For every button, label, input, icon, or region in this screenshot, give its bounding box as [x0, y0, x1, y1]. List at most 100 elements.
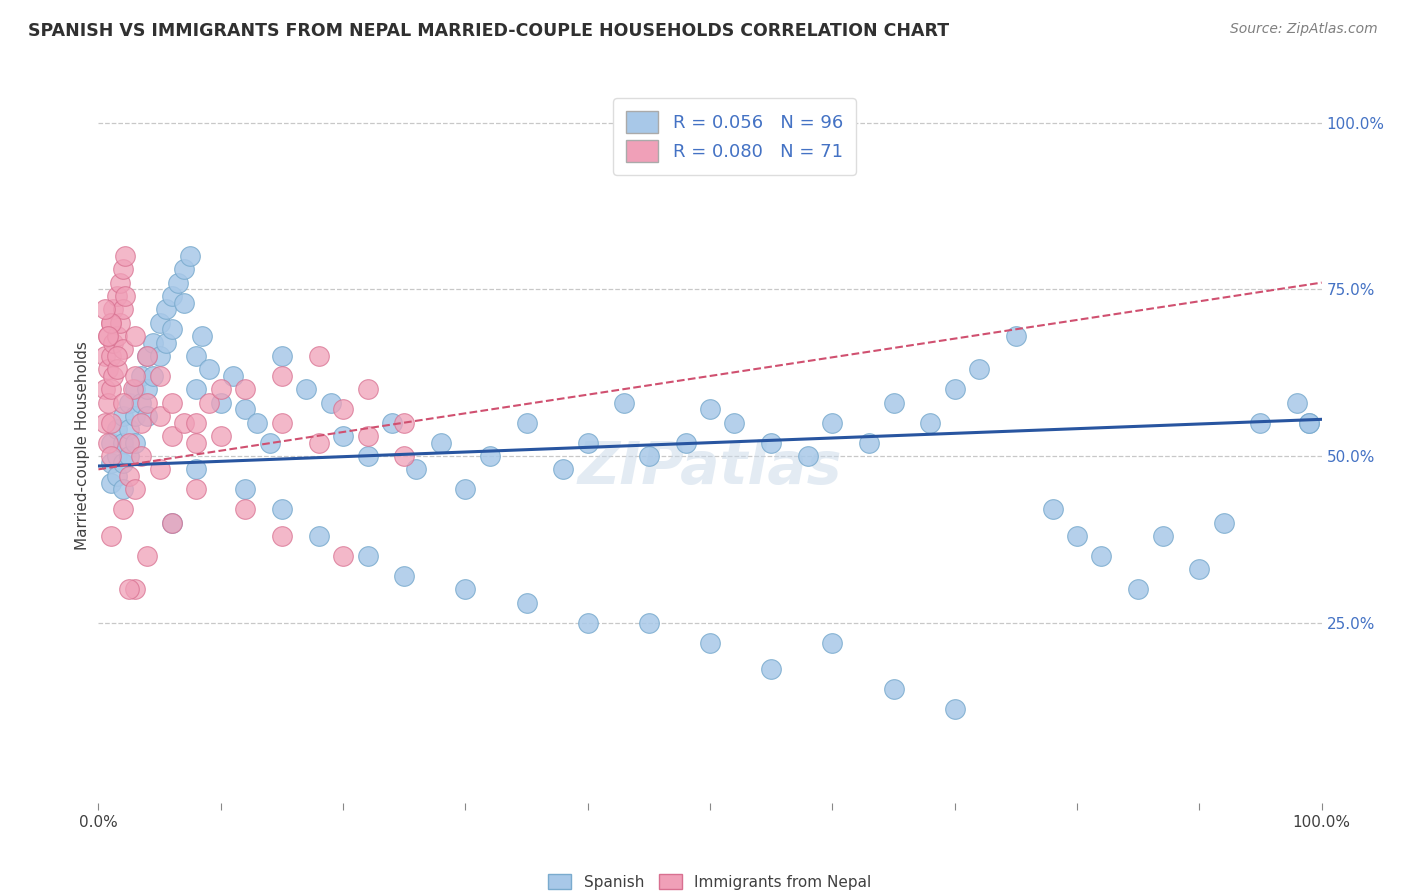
Point	[1152, 529, 1174, 543]
Point	[943, 382, 966, 396]
Point	[97, 395, 120, 409]
Point	[100, 435, 122, 450]
Point	[124, 329, 146, 343]
Point	[124, 409, 146, 423]
Point	[246, 416, 269, 430]
Point	[114, 249, 136, 263]
Point	[332, 549, 354, 563]
Point	[100, 456, 122, 470]
Point	[179, 249, 201, 263]
Point	[1004, 329, 1026, 343]
Point	[129, 395, 152, 409]
Point	[270, 349, 294, 363]
Point	[943, 702, 966, 716]
Point	[1298, 416, 1320, 430]
Point	[883, 395, 905, 409]
Point	[723, 416, 745, 430]
Point	[308, 349, 330, 363]
Point	[209, 395, 232, 409]
Point	[613, 395, 636, 409]
Point	[100, 449, 122, 463]
Point	[105, 469, 128, 483]
Point	[222, 368, 245, 383]
Point	[186, 483, 208, 497]
Point	[356, 549, 378, 563]
Point	[114, 289, 136, 303]
Point	[160, 289, 183, 303]
Point	[100, 529, 122, 543]
Point	[100, 475, 122, 490]
Point	[797, 449, 820, 463]
Point	[308, 435, 330, 450]
Point	[149, 409, 172, 423]
Point	[761, 662, 783, 676]
Point	[197, 362, 219, 376]
Point	[111, 343, 134, 357]
Point	[1042, 502, 1064, 516]
Point	[1298, 416, 1320, 430]
Point	[761, 435, 783, 450]
Point	[332, 429, 354, 443]
Point	[129, 368, 152, 383]
Point	[105, 449, 128, 463]
Point	[186, 382, 208, 396]
Point	[155, 302, 177, 317]
Point	[173, 295, 195, 310]
Point	[111, 483, 134, 497]
Point	[191, 329, 214, 343]
Point	[149, 316, 172, 330]
Point	[186, 462, 208, 476]
Point	[883, 682, 905, 697]
Point	[97, 329, 120, 343]
Point	[110, 276, 132, 290]
Point	[209, 429, 232, 443]
Point	[576, 615, 599, 630]
Point	[105, 349, 128, 363]
Point	[392, 569, 416, 583]
Point	[356, 449, 378, 463]
Point	[173, 416, 195, 430]
Point	[197, 395, 219, 409]
Point	[136, 409, 159, 423]
Point	[233, 402, 256, 417]
Point	[101, 335, 124, 350]
Point	[101, 368, 124, 383]
Point	[160, 516, 183, 530]
Point	[100, 416, 122, 430]
Point	[454, 582, 477, 597]
Point	[699, 402, 721, 417]
Point	[142, 368, 165, 383]
Point	[675, 435, 697, 450]
Point	[1066, 529, 1088, 543]
Point	[105, 289, 128, 303]
Point	[124, 483, 146, 497]
Point	[105, 329, 128, 343]
Point	[515, 416, 537, 430]
Point	[101, 302, 124, 317]
Point	[186, 435, 208, 450]
Point	[97, 362, 120, 376]
Point	[97, 329, 120, 343]
Point	[124, 435, 146, 450]
Point	[381, 416, 404, 430]
Point	[136, 549, 159, 563]
Point	[93, 382, 115, 396]
Point	[136, 382, 159, 396]
Point	[93, 302, 115, 317]
Point	[100, 382, 122, 396]
Text: ZIPatlas: ZIPatlas	[578, 439, 842, 496]
Point	[1249, 416, 1271, 430]
Point	[392, 449, 416, 463]
Point	[295, 382, 318, 396]
Point	[93, 416, 115, 430]
Point	[111, 409, 134, 423]
Point	[1188, 562, 1211, 576]
Point	[97, 435, 120, 450]
Point	[209, 382, 232, 396]
Point	[270, 502, 294, 516]
Point	[118, 422, 141, 436]
Point	[167, 276, 190, 290]
Text: SPANISH VS IMMIGRANTS FROM NEPAL MARRIED-COUPLE HOUSEHOLDS CORRELATION CHART: SPANISH VS IMMIGRANTS FROM NEPAL MARRIED…	[28, 22, 949, 40]
Point	[111, 262, 134, 277]
Point	[319, 395, 342, 409]
